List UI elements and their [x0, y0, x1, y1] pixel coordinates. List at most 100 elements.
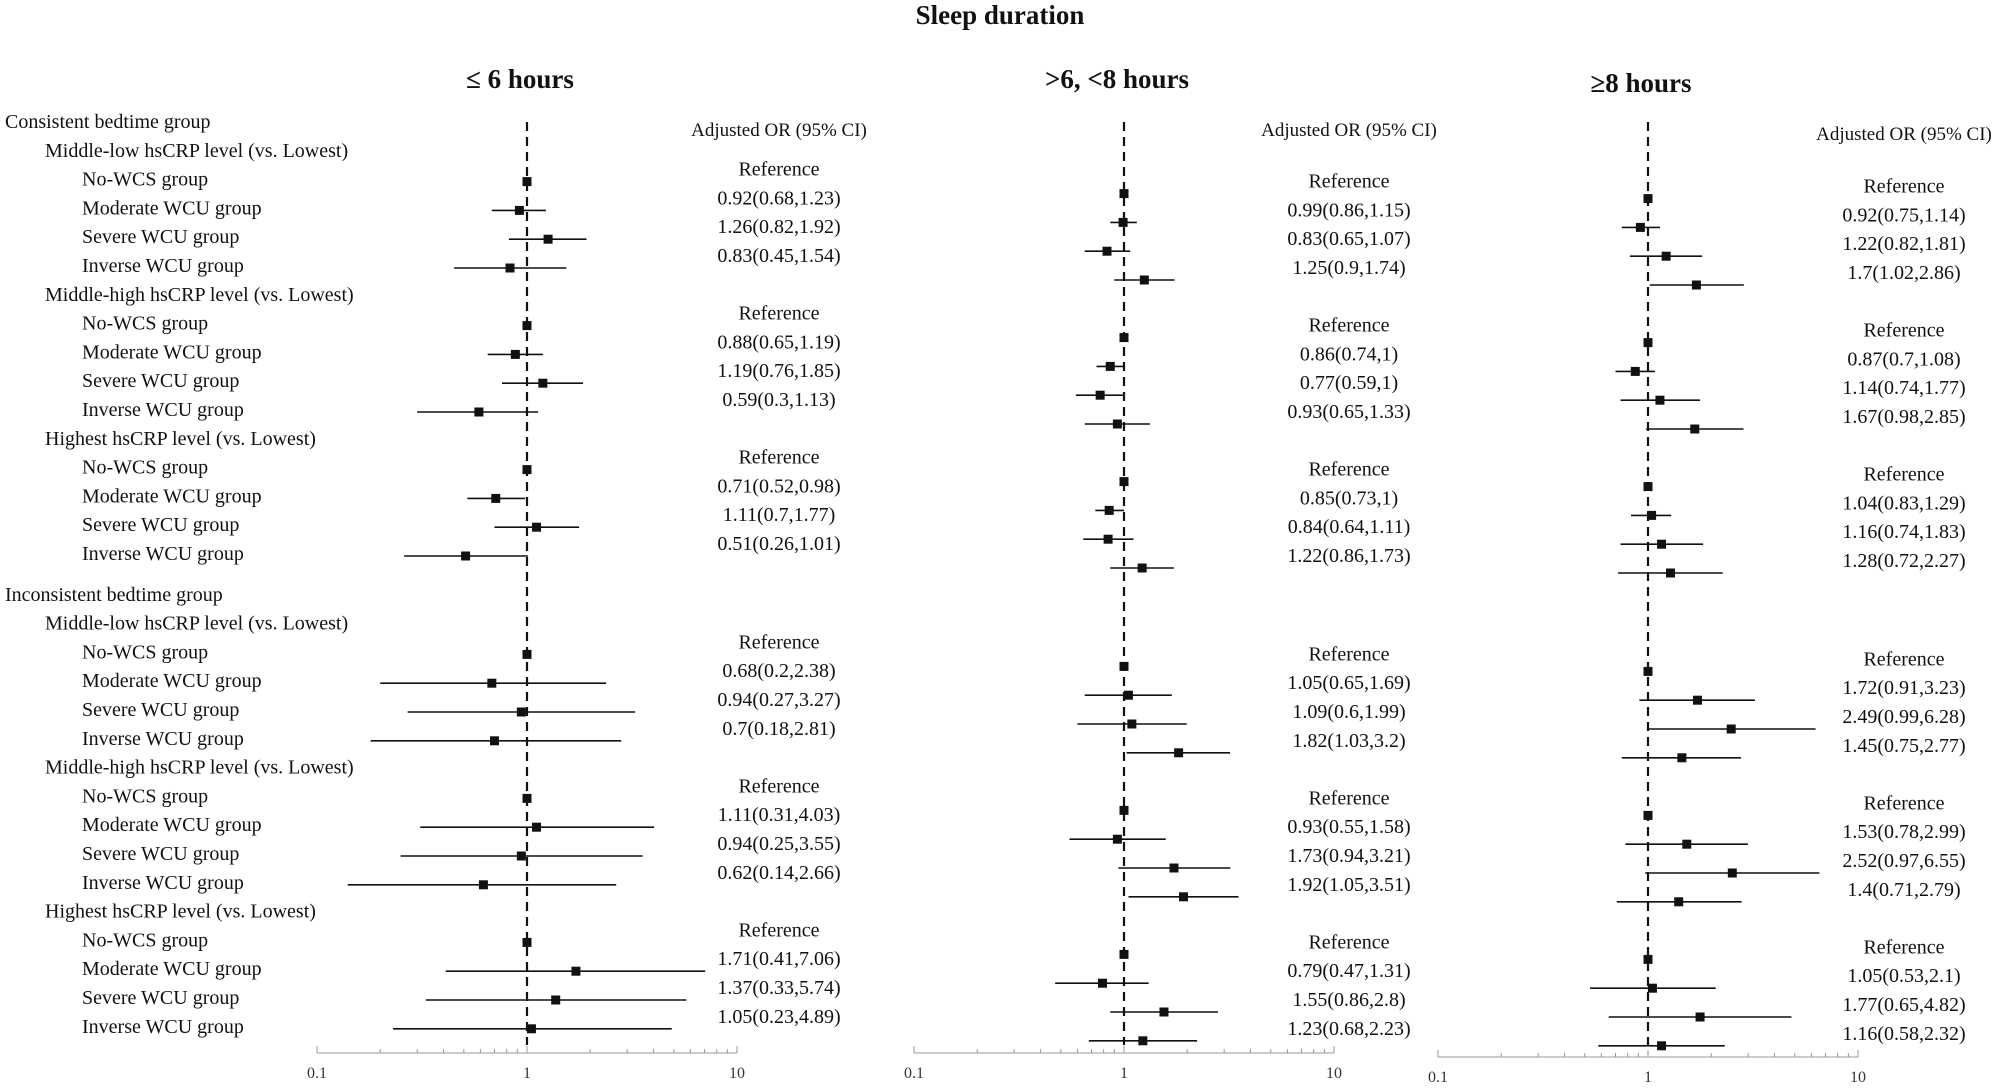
or-ci-value: 0.83(0.45,1.54)	[717, 245, 840, 267]
reference-text: Reference	[1308, 787, 1389, 809]
or-marker	[1677, 753, 1687, 763]
or-ci-value: 0.7(0.18,2.81)	[722, 718, 835, 740]
or-ci-value: 0.51(0.26,1.01)	[717, 533, 840, 555]
or-ci-value: 1.92(1.05,3.51)	[1287, 874, 1410, 896]
or-ci-value: 1.16(0.58,2.32)	[1842, 1023, 1965, 1045]
or-marker	[522, 465, 532, 475]
or-marker	[1123, 690, 1133, 700]
or-marker	[551, 995, 561, 1005]
or-ci-value: 0.93(0.55,1.58)	[1287, 816, 1410, 838]
subgroup-label: Middle-low hsCRP level (vs. Lowest)	[45, 140, 348, 162]
or-marker	[522, 649, 532, 659]
x-tick-label: 1	[1644, 1069, 1652, 1086]
or-ci-value: 0.85(0.73,1)	[1300, 487, 1398, 509]
reference-text: Reference	[1863, 792, 1944, 814]
or-marker	[1657, 1041, 1667, 1051]
reference-text: Reference	[1863, 176, 1944, 198]
or-marker	[1692, 695, 1702, 705]
reference-text: Reference	[1863, 648, 1944, 670]
reference-text: Reference	[1308, 459, 1389, 481]
or-marker	[532, 522, 542, 532]
reference-text: Reference	[738, 159, 819, 181]
row-label: Moderate WCU group	[82, 670, 262, 692]
or-ci-value: 0.87(0.7,1.08)	[1847, 348, 1960, 370]
or-marker	[1139, 275, 1149, 285]
chart-title: Sleep duration	[916, 0, 1085, 30]
row-label: Inverse WCU group	[82, 1016, 244, 1038]
or-marker	[1178, 892, 1188, 902]
or-ci-value: 0.84(0.64,1.11)	[1288, 516, 1411, 538]
reference-text: Reference	[1308, 315, 1389, 337]
reference-text: Reference	[1308, 643, 1389, 665]
or-marker	[1666, 568, 1676, 578]
or-marker	[532, 822, 542, 832]
or-column-header: Adjusted OR (95% CI)	[1816, 124, 1992, 145]
or-ci-value: 0.99(0.86,1.15)	[1287, 199, 1410, 221]
reference-text: Reference	[1863, 936, 1944, 958]
or-marker	[1635, 222, 1645, 232]
or-ci-value: 0.94(0.25,3.55)	[717, 833, 840, 855]
or-marker	[461, 551, 471, 561]
or-ci-value: 1.72(0.91,3.23)	[1842, 677, 1965, 699]
or-ci-value: 1.05(0.53,2.1)	[1847, 965, 1960, 987]
row-label: Severe WCU group	[82, 514, 239, 536]
group-label: Inconsistent bedtime group	[5, 584, 223, 606]
or-marker	[1630, 366, 1640, 376]
reference-text: Reference	[1308, 171, 1389, 193]
or-marker	[1647, 510, 1657, 520]
or-ci-value: 0.86(0.74,1)	[1300, 343, 1398, 365]
panel-title: ≥8 hours	[1590, 68, 1691, 98]
group-label: Consistent bedtime group	[5, 111, 211, 133]
reference-text: Reference	[738, 631, 819, 653]
or-ci-value: 2.52(0.97,6.55)	[1842, 850, 1965, 872]
panel-1: ≤ 6 hours Adjusted OR (95% CI) 0.1 1 10 Refer…	[307, 64, 867, 1082]
or-marker	[1105, 361, 1115, 371]
row-labels: Consistent bedtime group Middle-low hsCRP…	[5, 111, 354, 1038]
row-label: Moderate WCU group	[82, 341, 262, 363]
or-ci-value: 1.55(0.86,2.8)	[1292, 989, 1405, 1011]
or-marker	[1661, 251, 1671, 261]
or-marker	[1643, 954, 1653, 964]
panel-3: ≥8 hours Adjusted OR (95% CI) 0.1 1 10 Refere…	[1428, 68, 1992, 1086]
reference-text: Reference	[738, 303, 819, 325]
or-ci-value: 0.92(0.75,1.14)	[1842, 204, 1965, 226]
or-ci-value: 1.7(1.02,2.86)	[1847, 262, 1960, 284]
or-marker	[1643, 338, 1653, 348]
or-marker	[1159, 1007, 1169, 1017]
or-marker	[1118, 217, 1128, 227]
or-marker	[510, 349, 520, 359]
subgroup-label: Highest hsCRP level (vs. Lowest)	[45, 428, 316, 450]
row-label: Severe WCU group	[82, 226, 239, 248]
or-marker	[1674, 897, 1684, 907]
x-tick-label: 10	[1326, 1065, 1342, 1082]
or-marker	[491, 493, 501, 503]
row-label: Inverse WCU group	[82, 728, 244, 750]
subgroup-label: Middle-low hsCRP level (vs. Lowest)	[45, 613, 348, 635]
or-marker	[522, 937, 532, 947]
or-ci-value: 1.05(0.23,4.89)	[717, 1006, 840, 1028]
reference-text: Reference	[738, 447, 819, 469]
row-label: No-WCS group	[82, 929, 208, 951]
row-label: No-WCS group	[82, 169, 208, 191]
panel-title: ≤ 6 hours	[466, 64, 574, 94]
or-marker	[1127, 719, 1137, 729]
or-marker	[1119, 189, 1129, 199]
or-marker	[1169, 863, 1179, 873]
or-marker	[474, 407, 484, 417]
or-ci-value: 0.68(0.2,2.38)	[722, 660, 835, 682]
or-ci-value: 1.53(0.78,2.99)	[1842, 821, 1965, 843]
or-ci-value: 1.14(0.74,1.77)	[1842, 377, 1965, 399]
or-marker	[1104, 505, 1114, 515]
panel-title: >6, <8 hours	[1045, 64, 1189, 94]
or-ci-value: 2.49(0.99,6.28)	[1842, 706, 1965, 728]
or-ci-value: 1.19(0.76,1.85)	[717, 360, 840, 382]
subgroup-label: Middle-high hsCRP level (vs. Lowest)	[45, 284, 354, 306]
row-label: Inverse WCU group	[82, 872, 244, 894]
x-tick-label: 10	[1850, 1069, 1866, 1086]
or-ci-value: 1.77(0.65,4.82)	[1842, 994, 1965, 1016]
or-marker	[571, 966, 581, 976]
row-label: No-WCS group	[82, 785, 208, 807]
or-marker	[478, 880, 488, 890]
or-ci-value: 1.28(0.72,2.27)	[1842, 550, 1965, 572]
row-label: Moderate WCU group	[82, 485, 262, 507]
